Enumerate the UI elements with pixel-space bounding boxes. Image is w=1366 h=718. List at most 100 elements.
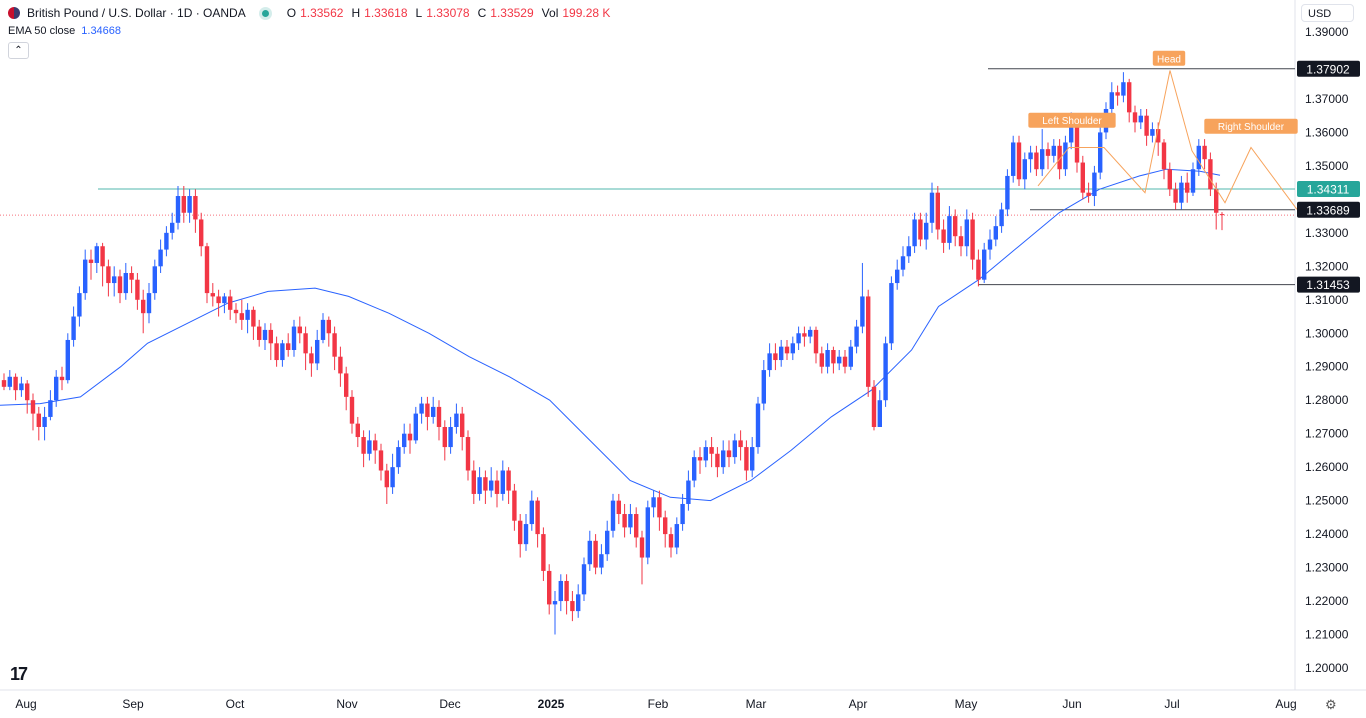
settings-gear-icon[interactable]: ⚙ [1325,697,1337,712]
candle-body [367,440,372,454]
candle-body [767,353,772,371]
candle-body [442,426,447,448]
candle-body [77,293,82,317]
ema-label: EMA 50 close [8,25,76,37]
time-axis-label: Nov [336,697,357,711]
tradingview-logo-icon[interactable]: 17 [10,664,28,684]
candle-body [1045,149,1051,156]
candle-body [431,406,436,417]
candle-body [964,219,969,247]
candle-body [929,192,935,223]
candle-body [373,440,378,451]
low-label: L [415,6,423,20]
price-tick-label: 1.36000 [1305,125,1349,139]
candle-body [112,276,117,284]
candle-body [332,333,337,357]
candle-body [1121,82,1126,96]
candle-body [419,403,424,414]
candle-body [895,269,900,284]
candle-body [1022,159,1027,180]
candle-body [1219,214,1225,216]
candle-body [1016,142,1022,180]
candle-body [245,309,250,320]
candle-body [790,343,795,354]
candle-body [1144,115,1149,136]
candle-body [187,196,192,213]
price-tag-box [1297,201,1360,218]
candle-body [315,339,320,364]
candle-body [703,447,708,461]
price-tag-box [1297,60,1360,77]
time-axis-label: Dec [439,697,460,711]
ema-50-line [0,168,1221,502]
candle-body [779,346,784,361]
candle-body [1074,119,1080,163]
candle-body [1138,115,1143,123]
time-axis-label: May [955,697,978,711]
open-label: O [286,6,297,20]
candle-body [726,450,732,458]
candle-body [204,246,210,294]
candle-body [657,497,662,518]
pattern-annotation-box [1152,50,1186,66]
candle-body [668,534,674,548]
time-axis-label: Sep [122,697,144,711]
time-axis-label: Jun [1062,697,1081,711]
candle-body [199,219,204,247]
price-tag-box [1297,276,1360,293]
candle-body [390,467,395,488]
candle-body [848,346,853,367]
candle-body [709,447,714,454]
candle-body [106,266,111,284]
candle-body [941,229,946,243]
candle-body [274,343,279,361]
price-tick-label: 1.33000 [1305,226,1349,240]
candle-body [465,437,471,471]
candle-body [552,601,558,605]
candle-body [860,296,865,327]
candle-body [529,500,534,525]
close-value: 1.33529 [490,6,534,20]
gbp-usd-flag-icon [8,7,20,19]
candle-body [651,497,656,508]
symbol-title[interactable]: British Pound / U.S. Dollar · 1D · OANDA [27,6,246,20]
candle-body [94,246,99,263]
price-tick-label: 1.32000 [1305,259,1349,273]
candle-body [1057,145,1062,170]
price-tag-label: 1.31453 [1306,278,1350,292]
candle-body [999,209,1004,227]
candle-body [587,540,592,565]
candle-body [1092,172,1097,197]
price-tag-label: 1.37902 [1306,62,1350,76]
candle-body [326,319,331,334]
candle-body [1109,92,1114,109]
candle-body [71,316,76,340]
candle-body [483,477,488,491]
candle-body [320,319,326,340]
price-tick-label: 1.39000 [1305,25,1349,39]
candle-body [1028,152,1033,160]
candle-body [228,296,233,310]
currency-selector[interactable]: USD [1301,4,1354,22]
pattern-annotation-box [1028,112,1116,128]
candle-body [448,426,453,448]
candle-body [193,196,198,220]
candle-body [135,279,140,300]
candle-body [970,219,975,260]
candle-body [854,326,859,347]
candle-body [761,370,766,404]
candle-body [721,450,726,468]
candle-body [1034,152,1039,170]
candle-body [471,470,476,494]
chevron-up-icon: ⌃ [14,45,23,56]
price-tick-label: 1.29000 [1305,360,1349,374]
candle-body [697,457,703,461]
candle-body [518,520,523,545]
candle-body [1132,112,1138,123]
candle-body [338,356,343,374]
ema-legend[interactable]: EMA 50 close 1.34668 [8,25,121,37]
collapse-legend-button[interactable]: ⌃ [8,42,29,59]
candle-body [842,356,848,367]
candle-body [378,450,384,471]
